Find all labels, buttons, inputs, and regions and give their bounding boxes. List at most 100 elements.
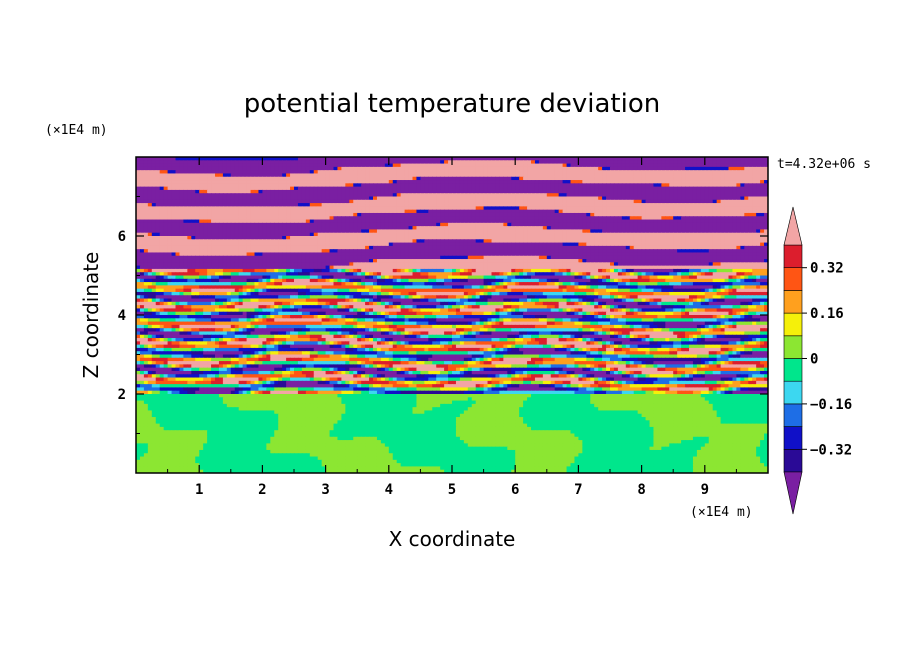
field-cell: [373, 206, 378, 211]
field-cell: [412, 160, 418, 165]
field-cell: [511, 170, 516, 175]
field-cell: [171, 180, 177, 184]
field-cell: [681, 199, 686, 204]
field-cell: [392, 203, 398, 207]
field-cell: [487, 222, 493, 227]
field-cell: [704, 255, 710, 260]
field-cell: [278, 160, 283, 165]
field-cell: [720, 186, 726, 191]
field-cell: [305, 209, 311, 214]
field-cell: [369, 216, 374, 221]
field-cell: [728, 183, 734, 188]
field-cell: [633, 180, 639, 184]
field-cell: [171, 259, 177, 263]
field-cell: [139, 219, 145, 224]
field-cell: [341, 186, 346, 191]
field-cell: [408, 255, 414, 260]
field-cell: [685, 189, 690, 194]
field-cell: [301, 180, 307, 184]
field-cell: [171, 160, 177, 165]
field-cell: [677, 232, 682, 237]
field-cell: [562, 180, 568, 184]
field-cell: [629, 236, 635, 240]
field-cell: [455, 173, 461, 178]
field-cell: [732, 212, 737, 217]
field-cell: [270, 173, 275, 178]
field-cell: [167, 189, 173, 194]
field-cell: [523, 193, 528, 198]
field-cell: [665, 212, 670, 217]
field-cell: [420, 199, 425, 204]
field-cell: [669, 242, 674, 247]
field-cell: [294, 245, 299, 250]
field-cell: [673, 186, 678, 191]
field-cell: [704, 226, 710, 231]
field-cell: [139, 239, 145, 244]
field-cell: [282, 252, 287, 257]
field-cell: [487, 229, 493, 234]
field-cell: [376, 189, 382, 194]
field-cell: [215, 219, 220, 224]
field-cell: [692, 242, 698, 247]
field-cell: [558, 189, 564, 194]
field-cell: [736, 193, 741, 198]
field-cell: [475, 212, 481, 217]
field-cell: [448, 212, 453, 217]
field-cell: [558, 160, 564, 165]
field-cell: [724, 242, 730, 247]
field-cell: [752, 170, 757, 175]
field-cell: [724, 186, 730, 191]
field-cell: [242, 252, 248, 257]
field-cell: [420, 252, 425, 257]
field-cell: [531, 255, 536, 260]
field-cell: [720, 252, 726, 257]
field-cell: [171, 232, 177, 237]
field-cell: [511, 166, 516, 171]
field-cell: [290, 232, 295, 237]
field-cell: [365, 255, 370, 260]
field-cell: [333, 157, 339, 161]
field-cell: [163, 173, 169, 178]
field-cell: [424, 176, 429, 181]
field-cell: [151, 189, 157, 194]
field-cell: [708, 180, 714, 184]
field-cell: [515, 242, 520, 247]
field-cell: [653, 160, 658, 165]
field-cell: [384, 180, 390, 184]
field-cell: [677, 199, 682, 204]
field-cell: [171, 209, 177, 214]
field-cell: [215, 226, 220, 231]
field-cell: [459, 232, 465, 237]
field-cell: [665, 186, 670, 191]
field-cell: [341, 236, 346, 240]
field-cell: [250, 206, 256, 211]
field-cell: [594, 229, 599, 234]
field-cell: [606, 239, 611, 244]
field-cell: [211, 219, 216, 224]
field-cell: [215, 203, 220, 207]
field-cell: [143, 249, 149, 254]
field-cell: [704, 252, 710, 257]
field-cell: [254, 183, 260, 188]
field-cell: [546, 229, 552, 234]
field-cell: [696, 219, 702, 224]
field-cell: [712, 203, 718, 207]
field-cell: [380, 209, 386, 214]
field-cell: [440, 222, 445, 227]
field-cell: [436, 242, 441, 247]
field-cell: [724, 252, 730, 257]
field-cell: [550, 189, 556, 194]
field-cell: [341, 222, 346, 227]
field-cell: [179, 245, 184, 250]
field-cell: [274, 242, 279, 247]
field-cell: [136, 212, 141, 217]
field-cell: [566, 229, 572, 234]
field-cell: [278, 245, 283, 250]
field-cell: [610, 189, 615, 194]
field-cell: [361, 222, 366, 227]
field-cell: [337, 160, 342, 165]
field-cell: [199, 176, 204, 181]
field-cell: [432, 173, 437, 178]
field-cell: [657, 239, 662, 244]
field-cell: [586, 226, 591, 231]
